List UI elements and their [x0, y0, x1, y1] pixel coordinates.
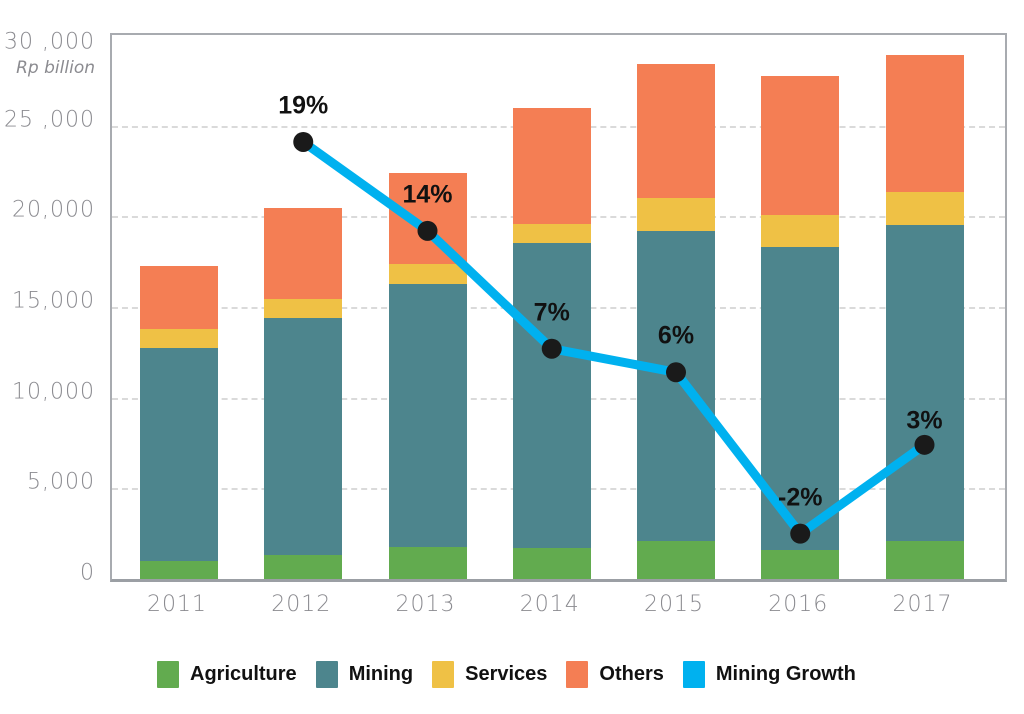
- legend-swatch: [682, 661, 705, 688]
- plot-area: 19% 14% 7% 6% -2% 3%: [110, 33, 1007, 582]
- bar-segment-others: [761, 75, 840, 215]
- bar-segment-agriculture: [761, 550, 840, 579]
- line-point-label: 7%: [533, 298, 570, 327]
- bar-segment-others: [264, 208, 343, 299]
- x-axis-label-2016: 2016: [768, 592, 829, 617]
- legend: Agriculture Mining Services Others Mining Gr…: [157, 661, 875, 688]
- x-axis-label-2017: 2017: [892, 592, 953, 617]
- x-axis-label-2013: 2013: [395, 592, 456, 617]
- bar-segment-agriculture: [885, 540, 964, 579]
- bar-2011: [140, 266, 218, 579]
- legend-item-mining-growth: Mining Growth: [682, 661, 856, 688]
- bar-segment-services: [761, 214, 840, 248]
- bar-segment-services: [512, 223, 591, 243]
- line-point-label: 14%: [402, 180, 453, 209]
- bar-segment-services: [140, 328, 218, 348]
- bar-segment-mining: [388, 284, 467, 548]
- y-axis-tick-label: 0: [80, 560, 95, 586]
- y-axis-unit-label: Rp billion: [16, 58, 95, 78]
- legend-swatch: [566, 661, 589, 688]
- y-axis-tick-label: 5,000: [27, 469, 95, 495]
- x-axis-label-2014: 2014: [519, 592, 580, 617]
- line-point: [293, 131, 314, 152]
- legend-label: Mining Growth: [715, 663, 856, 685]
- x-axis-label-2011: 2011: [147, 592, 207, 617]
- bar-segment-services: [637, 198, 715, 231]
- bar-2012: [264, 208, 343, 579]
- bar-segment-services: [388, 264, 467, 285]
- bar-segment-mining: [264, 317, 343, 555]
- bar-segment-agriculture: [512, 548, 591, 579]
- bar-segment-agriculture: [637, 540, 715, 579]
- bar-segment-mining: [637, 230, 715, 541]
- bar-segment-others: [140, 266, 218, 329]
- legend-label: Services: [465, 663, 548, 685]
- y-axis-tick-label: 20,000: [12, 197, 95, 223]
- legend-item-mining: Mining: [315, 661, 414, 688]
- legend-label: Others: [599, 663, 664, 685]
- bar-2017: [885, 54, 964, 579]
- bar-segment-others: [637, 64, 715, 199]
- legend-swatch: [315, 661, 338, 688]
- bar-segment-mining: [140, 347, 218, 561]
- line-point-label: -2%: [778, 483, 823, 512]
- legend-item-agriculture: Agriculture: [157, 661, 297, 688]
- legend-item-services: Services: [432, 661, 547, 688]
- bar-segment-agriculture: [264, 554, 343, 579]
- legend-label: Agriculture: [190, 663, 297, 685]
- line-point-label: 6%: [657, 321, 695, 350]
- bar-segment-services: [264, 298, 343, 318]
- x-axis-label-2012: 2012: [271, 592, 332, 617]
- legend-swatch: [432, 661, 455, 688]
- x-axis-label-2015: 2015: [644, 592, 704, 617]
- bar-segment-services: [885, 191, 964, 225]
- bar-segment-agriculture: [140, 560, 218, 579]
- y-axis-tick-label: 25 ,000: [4, 107, 95, 133]
- legend-swatch: [157, 661, 179, 688]
- bar-segment-others: [885, 54, 964, 192]
- y-axis-tick-label: 30 ,000: [4, 29, 95, 55]
- bar-segment-mining: [512, 242, 591, 549]
- bar-segment-agriculture: [388, 547, 467, 579]
- y-axis-tick-label: 10,000: [12, 379, 95, 405]
- y-axis-tick-label: 15,000: [12, 288, 95, 314]
- bar-2014: [512, 107, 591, 579]
- legend-label: Mining: [348, 663, 414, 685]
- bar-2013: [388, 172, 467, 579]
- bar-segment-mining: [885, 224, 964, 541]
- legend-item-others: Others: [566, 661, 664, 688]
- bar-segment-others: [512, 107, 591, 224]
- y-axis: Rp billion 30 ,000 25 ,000 20,000 15,000 10,…: [4, 0, 95, 620]
- line-point-label: 3%: [906, 406, 943, 435]
- line-point-label: 19%: [278, 91, 329, 120]
